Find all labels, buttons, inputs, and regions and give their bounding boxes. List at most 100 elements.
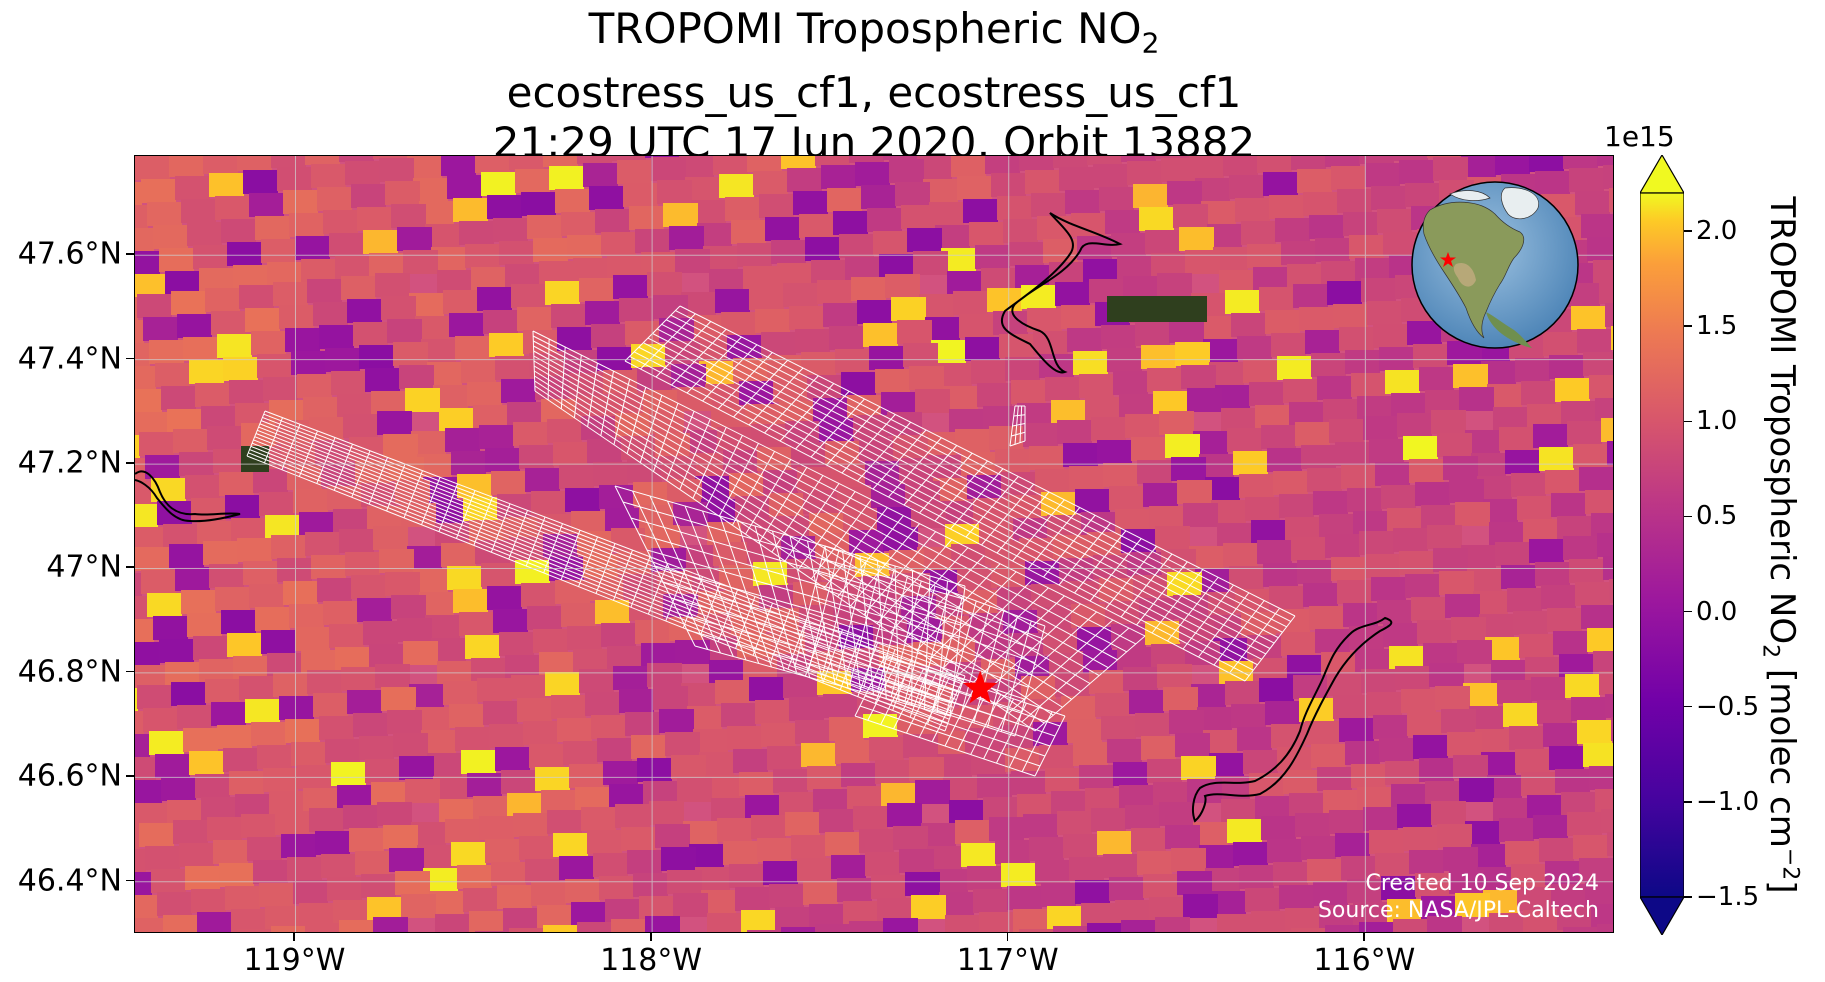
colorbar-tick-mark xyxy=(1684,420,1692,423)
globe-central-america xyxy=(1486,312,1532,348)
no2-pixel xyxy=(1039,354,1074,378)
no2-pixel xyxy=(969,222,1004,246)
no2-pixel xyxy=(1143,483,1178,507)
no2-pixel xyxy=(951,156,986,177)
no2-pixel xyxy=(1563,156,1598,169)
no2-pixel xyxy=(1177,871,1212,895)
no2-pixel xyxy=(1025,170,1060,194)
no2-pixel xyxy=(483,701,518,725)
no2-pixel xyxy=(649,801,684,825)
no2-pixel xyxy=(619,689,654,713)
no2-pixel xyxy=(1565,674,1600,698)
no2-pixel xyxy=(205,679,240,703)
no2-pixel xyxy=(1535,562,1570,586)
no2-pixel xyxy=(343,805,378,829)
credit-created: Created 10 Sep 2024 xyxy=(1365,871,1600,896)
no2-pixel xyxy=(907,228,942,252)
no2-pixel xyxy=(965,337,1000,361)
no2-pixel xyxy=(187,613,222,637)
colorbar-extend-top xyxy=(1640,155,1684,194)
no2-pixel xyxy=(1041,883,1076,907)
no2-pixel xyxy=(249,193,284,217)
no2-pixel xyxy=(797,858,832,882)
no2-pixel xyxy=(1613,855,1614,879)
no2-pixel xyxy=(477,287,512,311)
no2-pixel xyxy=(1297,560,1332,584)
no2-pixel xyxy=(1233,451,1268,475)
no2-pixel xyxy=(1045,768,1080,792)
no2-pixel xyxy=(977,383,1012,407)
no2-pixel xyxy=(1597,533,1613,557)
lat-tick-label: 46.4°N xyxy=(17,863,122,899)
no2-pixel xyxy=(1521,381,1556,405)
no2-pixel xyxy=(901,205,936,229)
no2-pixel xyxy=(1407,712,1442,736)
no2-pixel xyxy=(135,435,140,459)
no2-pixel xyxy=(1231,704,1266,728)
no2-pixel xyxy=(715,680,750,704)
no2-pixel xyxy=(971,360,1006,384)
no2-pixel xyxy=(317,578,352,602)
no2-pixel xyxy=(883,918,918,932)
no2-pixel xyxy=(619,298,654,322)
no2-pixel xyxy=(359,736,394,760)
no2-pixel xyxy=(229,771,264,795)
no2-pixel xyxy=(679,156,714,178)
no2-pixel xyxy=(395,480,430,504)
no2-pixel xyxy=(543,925,578,932)
no2-pixel xyxy=(237,929,272,932)
no2-pixel xyxy=(637,367,672,391)
no2-pixel xyxy=(1147,368,1182,392)
no2-pixel xyxy=(215,587,250,611)
no2-pixel xyxy=(591,715,626,739)
no2-pixel xyxy=(1245,497,1280,521)
no2-pixel xyxy=(1249,382,1284,406)
no2-pixel xyxy=(1505,450,1540,474)
no2-pixel xyxy=(1325,156,1360,167)
no2-pixel xyxy=(869,737,904,761)
lon-tick-mark xyxy=(650,933,652,941)
no2-pixel xyxy=(1541,585,1576,609)
no2-pixel xyxy=(1555,769,1590,793)
no2-pixel xyxy=(1597,924,1613,932)
no2-pixel xyxy=(1367,301,1402,325)
no2-pixel xyxy=(1241,221,1276,245)
no2-pixel xyxy=(293,489,328,513)
no2-pixel xyxy=(341,667,376,691)
no2-pixel xyxy=(135,757,156,781)
no2-pixel xyxy=(1507,588,1542,612)
no2-pixel xyxy=(849,921,884,932)
no2-pixel xyxy=(1243,359,1278,383)
lat-tick-mark xyxy=(126,253,134,255)
no2-pixel xyxy=(1269,195,1304,219)
no2-pixel xyxy=(1299,307,1334,331)
no2-pixel xyxy=(289,604,324,628)
no2-pixel xyxy=(1397,804,1432,828)
no2-pixel xyxy=(897,320,932,344)
river-outline-east xyxy=(1191,616,1393,823)
no2-pixel xyxy=(741,910,776,932)
no2-pixel xyxy=(207,426,242,450)
no2-pixel xyxy=(343,414,378,438)
no2-pixel xyxy=(1369,439,1404,463)
no2-pixel xyxy=(671,755,706,779)
swath-tile xyxy=(1009,405,1026,447)
no2-pixel xyxy=(1363,807,1398,831)
no2-pixel xyxy=(311,164,346,188)
no2-pixel xyxy=(1007,886,1042,910)
no2-pixel xyxy=(169,544,204,568)
no2-pixel xyxy=(501,770,536,794)
no2-pixel xyxy=(821,165,856,189)
no2-pixel xyxy=(193,245,228,269)
no2-pixel xyxy=(153,225,188,249)
map-panel[interactable]: Created 10 Sep 2024 Source: NASA/JPL-Cal… xyxy=(134,155,1614,933)
no2-pixel xyxy=(677,778,712,802)
no2-pixel xyxy=(547,810,582,834)
no2-pixel xyxy=(967,866,1002,890)
no2-pixel xyxy=(521,583,556,607)
no2-pixel xyxy=(1453,364,1488,388)
no2-pixel xyxy=(1399,551,1434,575)
no2-pixel xyxy=(525,859,560,883)
no2-pixel xyxy=(957,176,992,200)
no2-pixel xyxy=(893,826,928,850)
